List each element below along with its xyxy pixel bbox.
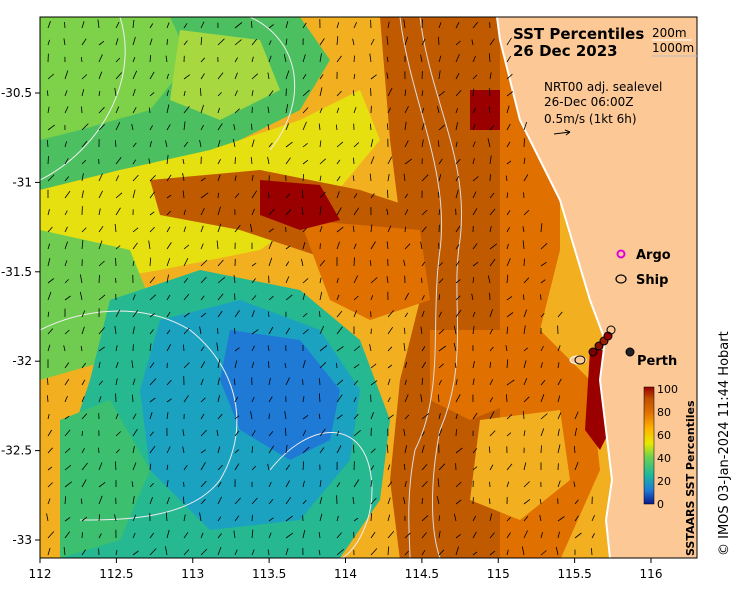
y-tick-label: -32 bbox=[12, 354, 32, 368]
y-tick-label: -30.5 bbox=[1, 86, 32, 100]
colorbar bbox=[643, 386, 655, 505]
perth-label: Perth bbox=[637, 354, 677, 369]
argo-marker-icon bbox=[616, 249, 626, 259]
y-axis: -30.5 -31 -31.5 -32 -32.5 -33 bbox=[1, 86, 40, 547]
current-source: NRT00 adj. sealevel bbox=[544, 80, 662, 94]
current-scale: 0.5m/s (1kt 6h) bbox=[544, 112, 637, 126]
current-vectors bbox=[46, 19, 595, 556]
scale-arrow-icon bbox=[553, 129, 571, 136]
colorbar-title: SSTAARS SST Percentiles bbox=[684, 400, 697, 556]
colorbar-tick-label: 60 bbox=[657, 429, 671, 442]
colorbar-ticks: 100 80 60 40 20 0 bbox=[657, 383, 678, 511]
x-tick-label: 115 bbox=[487, 567, 510, 581]
isobath-1000-label: 1000m bbox=[652, 41, 694, 55]
colorbar-tick-label: 0 bbox=[657, 498, 664, 511]
x-tick-label: 116 bbox=[640, 567, 663, 581]
map-title: SST Percentiles bbox=[513, 25, 644, 43]
x-tick-label: 113 bbox=[181, 567, 204, 581]
colorbar-tick-label: 100 bbox=[657, 383, 678, 396]
colorbar-tick-label: 80 bbox=[657, 406, 671, 419]
x-tick-label: 115.5 bbox=[557, 567, 591, 581]
x-tick-label: 114 bbox=[334, 567, 357, 581]
isobath-200-label: 200m bbox=[652, 26, 687, 40]
colorbar-tick-label: 40 bbox=[657, 452, 671, 465]
y-tick-label: -33 bbox=[12, 533, 32, 547]
x-axis: 112 112.5 113 113.5 114 114.5 115 115.5 116 bbox=[29, 558, 663, 581]
x-tick-label: 114.5 bbox=[405, 567, 439, 581]
ship-marker-icon bbox=[615, 274, 627, 284]
y-tick-label: -31 bbox=[12, 175, 32, 189]
x-tick-label: 113.5 bbox=[252, 567, 286, 581]
colorbar-tick-label: 20 bbox=[657, 475, 671, 488]
argo-label: Argo bbox=[636, 248, 671, 263]
map-date: 26 Dec 2023 bbox=[513, 42, 618, 60]
x-tick-label: 112 bbox=[29, 567, 52, 581]
y-tick-label: -31.5 bbox=[1, 265, 32, 279]
current-time: 26-Dec 06:00Z bbox=[544, 95, 633, 109]
ship-track bbox=[574, 325, 635, 365]
credit-text: © IMOS 03-Jan-2024 11:44 Hobart bbox=[717, 331, 732, 556]
y-tick-label: -32.5 bbox=[1, 444, 32, 458]
ship-label: Ship bbox=[636, 273, 668, 288]
plot-frame bbox=[39, 16, 698, 559]
x-tick-label: 112.5 bbox=[99, 567, 133, 581]
